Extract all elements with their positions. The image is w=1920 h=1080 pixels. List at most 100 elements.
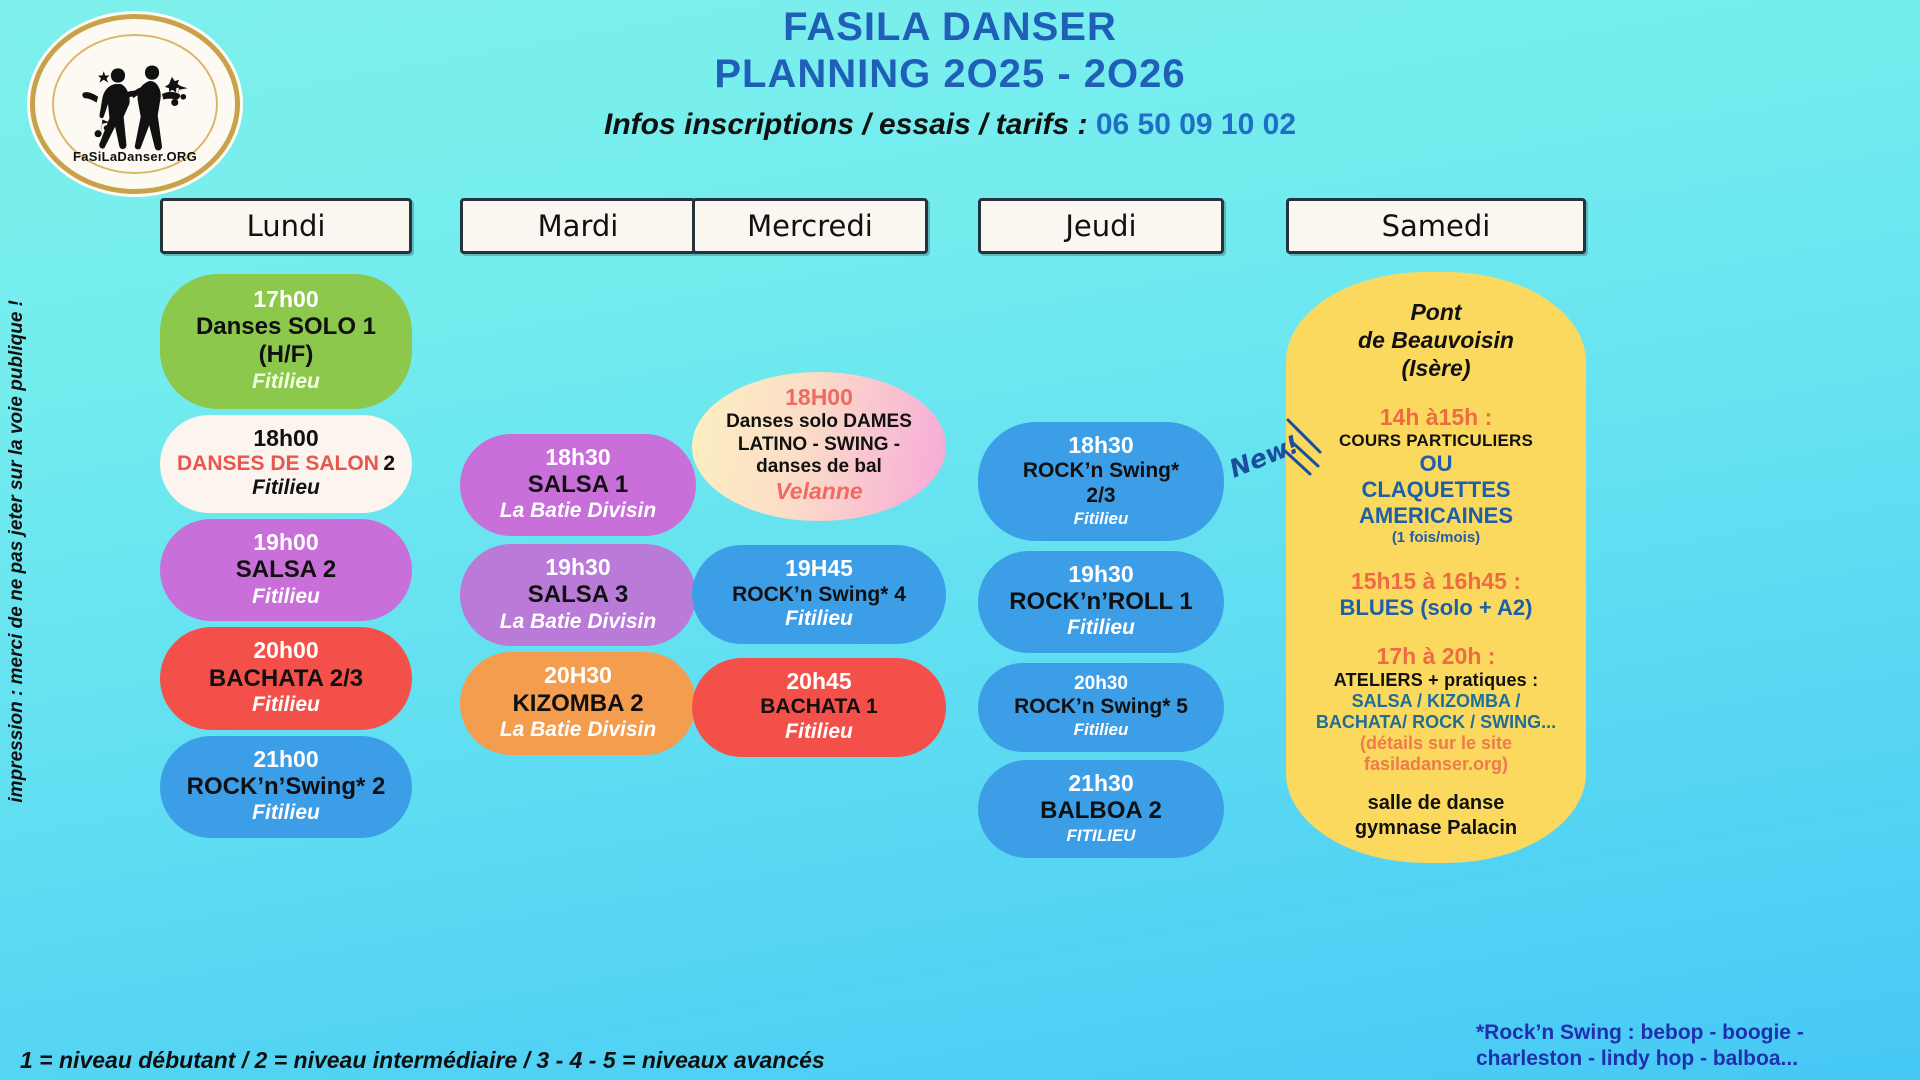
class-time: 20H30 xyxy=(544,662,612,689)
print-disclaimer: impression : merci de ne pas jeter sur l… xyxy=(6,300,27,803)
day-column-samedi: Samedi Pont de Beauvoisin (Isère) 14h à15h… xyxy=(1225,198,1586,1040)
class-time: 19H45 xyxy=(785,555,853,582)
day-column-jeudi: Jeudi 18h30 ROCK’n Swing* 2/3 Fitilieu 19… xyxy=(958,198,1224,1040)
logo-inner-ring xyxy=(52,34,218,174)
header: FASILA DANSER PLANNING 2O25 - 2O26 Infos… xyxy=(250,4,1650,142)
class-level: 2 xyxy=(383,451,395,475)
phone-number[interactable]: 06 50 09 10 02 xyxy=(1095,108,1296,142)
class-name: SALSA 1 xyxy=(527,471,629,499)
class-location: Fitilieu xyxy=(1073,508,1129,528)
class-name: ROCK’n Swing* 2/3 xyxy=(1022,459,1180,507)
class-card[interactable]: 20h00 BACHATA 2/3 Fitilieu xyxy=(160,627,412,730)
class-card[interactable]: 19h00 SALSA 2 Fitilieu xyxy=(160,519,412,622)
contact-line: Infos inscriptions / essais / tarifs : 0… xyxy=(250,108,1650,142)
samedi-slot3-line1: ATELIERS + pratiques : xyxy=(1333,670,1539,691)
day-header-lundi: Lundi xyxy=(160,198,412,254)
logo: FaSiLaDanser.ORG xyxy=(30,14,240,194)
class-time: 18H00 xyxy=(785,384,853,410)
class-name-line-2: LATINO - SWING - xyxy=(737,433,901,455)
samedi-slot1-line5: (1 fois/mois) xyxy=(1391,529,1481,547)
class-location: Fitilieu xyxy=(252,584,320,608)
class-name: BALBOA 2 xyxy=(1040,797,1162,825)
samedi-slot3-line4: (détails sur le site xyxy=(1359,733,1513,754)
class-name: SALSA 2 xyxy=(235,556,337,584)
class-card[interactable]: 17h00 Danses SOLO 1 (H/F) Fitilieu xyxy=(160,274,412,409)
class-location: Fitilieu xyxy=(785,720,853,744)
class-time: 18h30 xyxy=(545,444,611,470)
class-name-line-3: danses de bal xyxy=(756,455,882,477)
class-name: ROCK’n’ROLL 1 xyxy=(1009,587,1193,615)
class-time: 19h30 xyxy=(545,554,611,581)
day-column-mardi: Mardi 18h30 SALSA 1 La Batie Divisin 19h… xyxy=(426,198,696,1040)
samedi-hall: salle de danse gymnase Palacin xyxy=(1354,792,1518,840)
samedi-slot3-time: 17h à 20h : xyxy=(1376,643,1496,670)
class-location: Fitilieu xyxy=(252,369,320,393)
class-location: Fitilieu xyxy=(1067,616,1135,640)
class-card[interactable]: 20h45 BACHATA 1 Fitilieu xyxy=(692,658,946,757)
samedi-location: Pont de Beauvoisin (Isère) xyxy=(1358,299,1514,382)
samedi-slot2-time: 15h15 à 16h45 : xyxy=(1350,568,1522,595)
samedi-slot1-line2: OU xyxy=(1419,451,1453,477)
class-time: 21h00 xyxy=(253,745,319,772)
day-column-mercredi: Mercredi 18H00 Danses solo DAMES LATINO … xyxy=(692,198,946,1040)
class-card[interactable]: 20h30 ROCK’n Swing* 5 Fitilieu xyxy=(978,662,1224,753)
rock-swing-note: *Rock’n Swing : bebop - boogie - charles… xyxy=(1476,1020,1804,1070)
day-header-mercredi: Mercredi xyxy=(692,198,928,254)
class-location: Fitilieu xyxy=(1073,720,1129,740)
class-time: 19h30 xyxy=(1068,560,1134,587)
samedi-slot3-line2: SALSA / KIZOMBA / xyxy=(1351,691,1521,712)
class-card[interactable]: 20H30 KIZOMBA 2 La Batie Divisin xyxy=(460,652,696,755)
class-name: ROCK’n Swing* 5 xyxy=(1014,695,1188,719)
class-time: 18h00 xyxy=(253,424,319,451)
class-location: La Batie Divisin xyxy=(499,609,657,633)
class-location: Fitilieu xyxy=(252,801,320,825)
class-name: ROCK’n’Swing* 2 xyxy=(186,772,386,800)
class-time: 21h30 xyxy=(1068,770,1134,797)
class-location: Velanne xyxy=(775,478,863,505)
class-card[interactable]: 19h30 ROCK’n’ROLL 1 Fitilieu xyxy=(978,550,1224,653)
samedi-slot2-line1: BLUES (solo + A2) xyxy=(1339,595,1533,621)
class-name: BACHATA 2/3 xyxy=(208,664,364,692)
class-time: 20h30 xyxy=(1074,672,1128,694)
day-header-samedi: Samedi xyxy=(1286,198,1586,254)
contact-label: Infos inscriptions / essais / tarifs : xyxy=(604,108,1096,142)
class-card[interactable]: 18h00 DANSES DE SALON 2 Fitilieu xyxy=(160,414,412,514)
class-time: 20h00 xyxy=(253,637,319,664)
class-card[interactable]: 18H00 Danses solo DAMES LATINO - SWING -… xyxy=(692,372,946,522)
class-card[interactable]: 18h30 SALSA 1 La Batie Divisin xyxy=(460,434,696,537)
class-card[interactable]: 21h00 ROCK’n’Swing* 2 Fitilieu xyxy=(160,735,412,838)
class-location: Fitilieu xyxy=(785,607,853,631)
samedi-slot1-line3: CLAQUETTES xyxy=(1361,477,1511,503)
samedi-slot1-line4: AMERICAINES xyxy=(1358,503,1513,529)
lundi-card-list: 17h00 Danses SOLO 1 (H/F) Fitilieu 18h00 … xyxy=(160,272,412,838)
levels-legend: 1 = niveau débutant / 2 = niveau intermé… xyxy=(20,1047,825,1073)
samedi-slot1-line1: COURS PARTICULIERS xyxy=(1338,431,1534,451)
class-card[interactable]: 19h30 SALSA 3 La Batie Divisin xyxy=(460,544,696,647)
samedi-slot3-line5[interactable]: fasiladanser.org) xyxy=(1363,754,1509,775)
page-title-line2: PLANNING 2O25 - 2O26 xyxy=(714,52,1186,97)
class-name-line-1: Danses solo DAMES xyxy=(726,411,912,433)
class-name: KIZOMBA 2 xyxy=(512,689,644,717)
class-name: BACHATA 1 xyxy=(760,695,878,719)
new-badge-label: New! xyxy=(1225,429,1304,484)
class-time: 18h30 xyxy=(1068,432,1134,458)
class-time: 20h45 xyxy=(786,668,852,695)
logo-text: FaSiLaDanser.ORG xyxy=(72,149,197,164)
day-column-lundi: Lundi 17h00 Danses SOLO 1 (H/F) Fitilieu … xyxy=(160,198,412,1040)
class-name: Danses SOLO 1 (H/F) xyxy=(195,313,377,369)
class-name: SALSA 3 xyxy=(527,581,629,609)
class-location: La Batie Divisin xyxy=(499,717,657,741)
samedi-program-card[interactable]: Pont de Beauvoisin (Isère) 14h à15h : COUR… xyxy=(1225,272,1586,864)
day-header-jeudi: Jeudi xyxy=(978,198,1224,254)
class-name: ROCK’n Swing* 4 xyxy=(732,582,906,606)
class-name: DANSES DE SALON 2 xyxy=(174,452,398,477)
class-location: FITILIEU xyxy=(1066,825,1136,845)
class-card[interactable]: 21h30 BALBOA 2 FITILIEU xyxy=(978,760,1224,858)
class-card[interactable]: 19H45 ROCK’n Swing* 4 Fitilieu xyxy=(692,545,946,645)
class-location: La Batie Divisin xyxy=(499,499,657,523)
class-card[interactable]: 18h30 ROCK’n Swing* 2/3 Fitilieu xyxy=(978,422,1224,541)
samedi-slot1-time: 14h à15h : xyxy=(1379,404,1493,431)
mardi-card-list: 18h30 SALSA 1 La Batie Divisin 19h30 SAL… xyxy=(460,434,696,755)
class-location: Fitilieu xyxy=(252,692,320,716)
class-time: 17h00 xyxy=(253,286,319,312)
